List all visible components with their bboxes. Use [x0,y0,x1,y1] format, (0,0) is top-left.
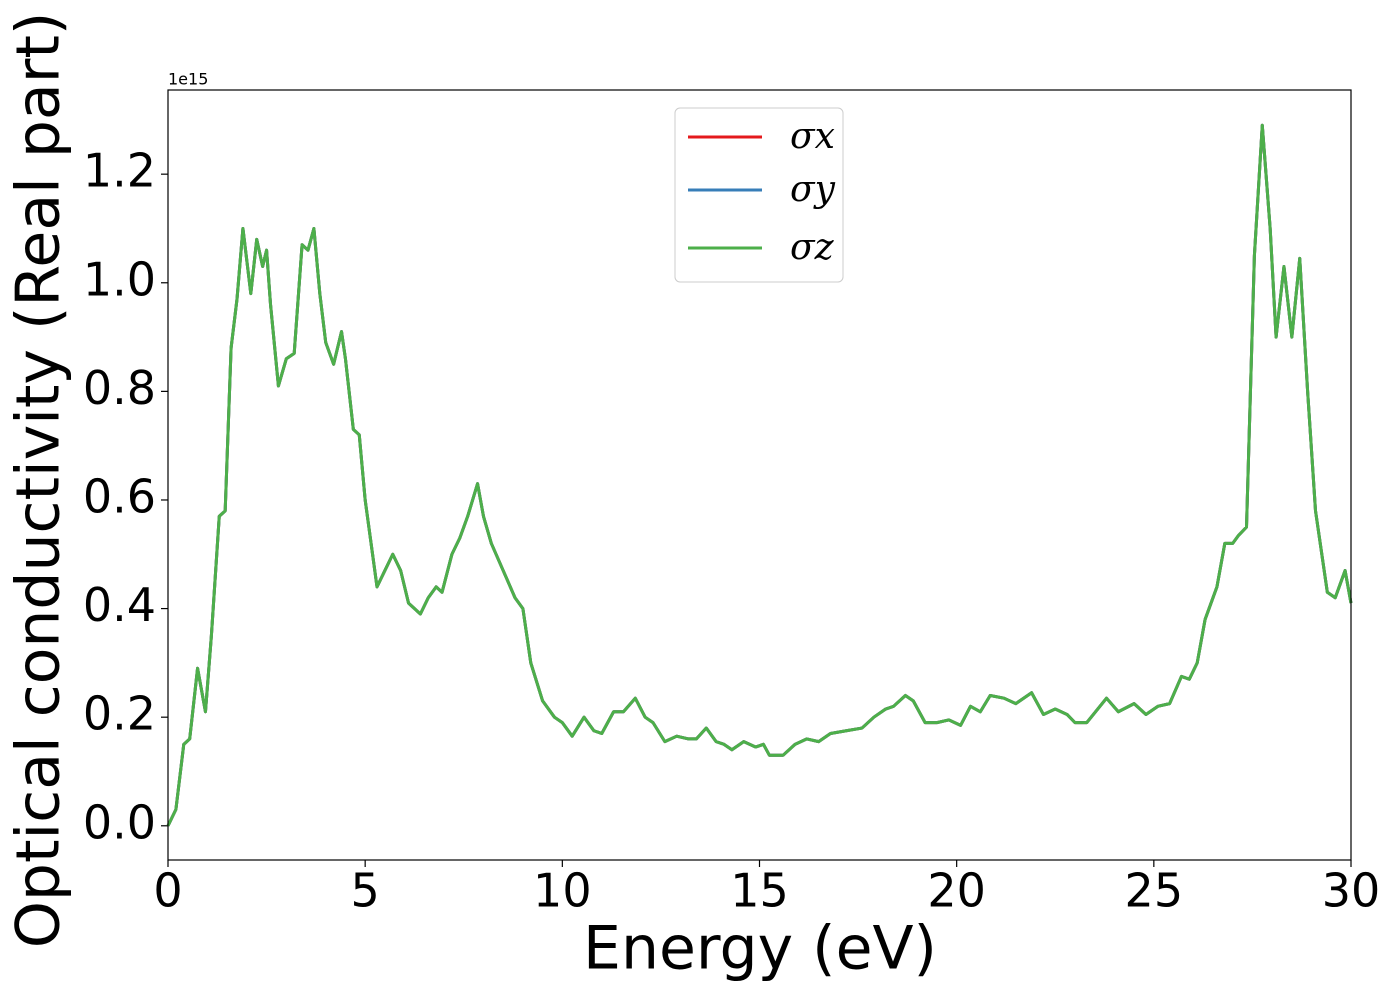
y-tick-label: 1.0 [83,252,156,306]
y-tick-label: 1.2 [83,144,156,198]
legend: σx σy σz [674,107,844,283]
y-tick-label: 0.6 [83,469,156,523]
legend-label: σz [790,227,835,268]
x-axis-label: Energy (eV) [583,914,937,984]
x-tick-label: 25 [1125,864,1184,918]
y-tick-label: 0.4 [83,578,156,632]
x-tick-label: 10 [533,864,592,918]
x-tick-label: 0 [153,864,182,918]
x-tick-label: 5 [351,864,380,918]
plot-frame [167,89,1352,861]
offset-label: 1e15 [168,70,208,89]
series-line [166,123,1353,827]
y-tick-label: 0.8 [83,361,156,415]
x-tick-label: 20 [927,864,986,918]
legend-label: σx [790,116,835,157]
y-axis-label: Optical conductivity (Real part) [4,12,74,949]
x-tick-label: 15 [730,864,789,918]
y-tick-label: 0.0 [83,795,156,849]
x-tick-label: 30 [1322,864,1381,918]
legend-box [674,107,844,283]
legend-label: σy [790,169,836,210]
y-tick-label: 0.2 [83,687,156,741]
